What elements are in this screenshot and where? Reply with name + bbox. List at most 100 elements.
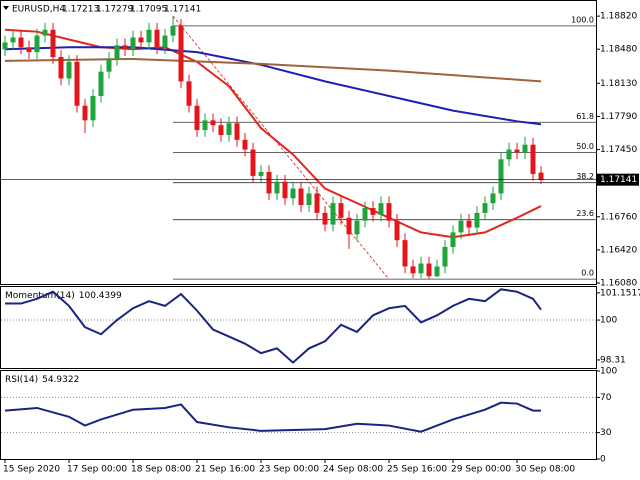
main-panel (0, 0, 597, 285)
x-tick-label: 15 Sep 2020 (3, 465, 60, 475)
fib-label: 100.0 (571, 15, 594, 24)
y-tick-label: 0 (600, 455, 606, 465)
candle-body (146, 29, 152, 43)
candle-body (114, 45, 120, 59)
y-tick-label: 1.18820 (600, 12, 637, 22)
candle-body (82, 105, 88, 121)
x-tick-label: 17 Sep 00:00 (67, 465, 127, 475)
candle-body (530, 144, 536, 174)
candle-body (474, 212, 480, 228)
candle-body (186, 81, 192, 106)
candle-body (18, 37, 24, 48)
current-price-box (597, 173, 639, 186)
x-tick-label: 23 Sep 00:00 (259, 465, 319, 475)
candle-body (106, 58, 112, 72)
candle-body (386, 203, 392, 221)
candle-body (202, 120, 208, 131)
candle-body (178, 25, 184, 82)
chart-title: EURUSD,H4 (12, 5, 65, 15)
candle-body (42, 29, 48, 36)
y-tick-label: 101.1517 (600, 288, 640, 298)
y-tick-label: 1.16760 (600, 212, 637, 222)
candle-body (34, 35, 40, 53)
ohlc-value: 1.17141 (164, 5, 201, 15)
candle-body (26, 47, 32, 53)
candle-body (538, 172, 544, 180)
candle-body (330, 203, 336, 225)
candle-body (282, 181, 288, 199)
fib-label: 50.0 (576, 142, 594, 151)
y-tick-label: 98.31 (600, 355, 626, 365)
indicator-name: RSI(14) (5, 375, 38, 385)
candle-body (338, 203, 344, 218)
candle-body (402, 240, 408, 267)
indicator-title: Momentum(14) 100.4399 (5, 291, 122, 301)
moving-average (4, 57, 542, 83)
ohlc-value: 1.17279 (96, 5, 133, 15)
indicator-line (4, 401, 542, 433)
x-tick-label: 24 Sep 08:00 (323, 465, 383, 475)
indicator-value: 100.4399 (79, 291, 122, 301)
candle-body (522, 144, 528, 153)
moving-average (4, 28, 542, 239)
rsi-panel (0, 370, 597, 460)
candle-body (410, 266, 416, 274)
candle-body (90, 95, 96, 121)
candle-body (210, 120, 216, 126)
candle-body (482, 203, 488, 213)
fib-label: 61.8 (576, 112, 594, 121)
candle-body (370, 208, 376, 215)
y-tick-label: 1.16420 (600, 245, 637, 255)
candle-body (138, 37, 144, 43)
candle-body (154, 29, 160, 48)
y-tick-label: 1.16080 (600, 279, 637, 289)
fib-label: 23.6 (576, 209, 594, 218)
candle-body (418, 263, 424, 274)
candle-body (378, 203, 384, 215)
ohlc-value: 1.17095 (130, 5, 167, 15)
candle-body (490, 193, 496, 204)
candle-body (130, 37, 136, 50)
candle-body (394, 220, 400, 241)
y-tick-label: 1.17450 (600, 145, 637, 155)
fib-label: 38.2 (576, 172, 594, 181)
candle-body (314, 193, 320, 213)
y-tick-label: 70 (600, 393, 612, 403)
indicator-value: 54.9322 (42, 375, 79, 385)
candle-body (74, 61, 80, 106)
candle-body (10, 37, 16, 43)
candle-body (274, 181, 280, 194)
candle-body (498, 159, 504, 194)
candle-body (258, 171, 264, 176)
candle-body (298, 188, 304, 206)
candle-body (466, 220, 472, 228)
candle-body (290, 188, 296, 199)
candle-body (322, 212, 328, 225)
candle-body (458, 220, 464, 233)
candle-body (426, 263, 432, 277)
candle-body (98, 71, 104, 96)
candle-body (306, 193, 312, 206)
x-tick-label: 21 Sep 16:00 (195, 465, 255, 475)
candle-body (170, 25, 176, 36)
y-tick-label: 100 (600, 316, 617, 326)
candle-body (66, 61, 72, 79)
indicator-title: RSI(14) 54.9322 (5, 375, 79, 385)
candle-body (354, 220, 360, 235)
candle-body (266, 171, 272, 194)
candle-body (506, 149, 512, 160)
candle-body (434, 266, 440, 277)
candle-body (514, 149, 520, 153)
x-tick-label: 25 Sep 16:00 (387, 465, 447, 475)
y-tick-label: 1.18480 (600, 45, 637, 55)
moving-average (4, 46, 542, 126)
indicator-line (5, 288, 542, 364)
menu-icon (3, 6, 9, 10)
candle-body (442, 246, 448, 267)
candle-body (162, 35, 168, 48)
candle-body (362, 208, 368, 221)
y-tick-label: 100 (600, 367, 617, 377)
candle-body (226, 123, 232, 135)
